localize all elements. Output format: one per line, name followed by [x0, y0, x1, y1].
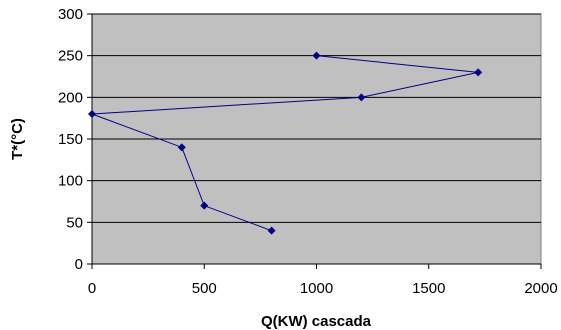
x-tick-label: 0: [88, 280, 96, 297]
y-tick-label: 300: [58, 6, 83, 23]
x-axis-title: Q(KW) cascada: [261, 313, 372, 330]
x-tick-labels: 0 500 1000 1500 2000: [88, 280, 558, 297]
y-axis-title: T*(°C): [9, 118, 26, 160]
y-tick-label: 0: [75, 256, 83, 273]
axes: [87, 13, 542, 269]
y-tick-label: 200: [58, 89, 83, 106]
data-point: [357, 93, 366, 102]
y-tick-label: 50: [66, 214, 83, 231]
y-tick-label: 250: [58, 48, 83, 65]
x-tick-label: 1000: [300, 280, 333, 297]
data-point: [88, 110, 96, 118]
y-tick-label: 100: [58, 173, 83, 190]
x-tick-label: 1500: [412, 280, 445, 297]
y-tick-labels: 0 50 100 150 200 250 300: [58, 6, 83, 273]
data-point: [200, 201, 209, 210]
y-tick-label: 150: [58, 131, 83, 148]
data-point: [177, 143, 186, 152]
data-point: [312, 51, 321, 60]
x-tick-label: 500: [192, 280, 217, 297]
series-group: [88, 51, 483, 235]
x-tick-label: 2000: [524, 280, 557, 297]
data-point: [267, 226, 276, 235]
data-point: [474, 68, 483, 77]
